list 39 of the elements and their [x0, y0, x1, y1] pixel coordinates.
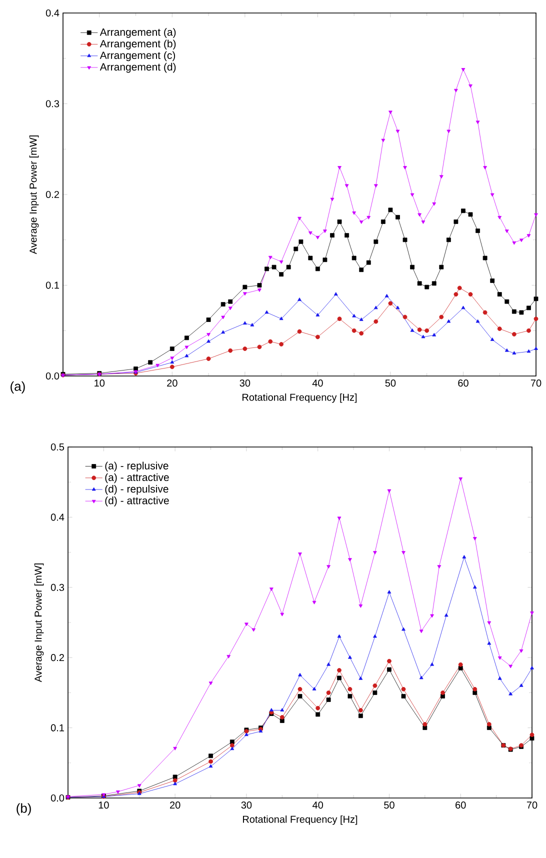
text: (b) [16, 803, 31, 816]
x-tick-label: 70 [530, 380, 542, 387]
legend-label: Arrangement (b) [100, 40, 176, 50]
y-tick-label: 0.0 [50, 794, 64, 802]
legend-label: (a) - replusive [105, 462, 168, 472]
y-tick-label: 0.2 [46, 190, 59, 198]
x-tick-label: 60 [458, 380, 468, 387]
y-tick-label: 0.4 [46, 9, 60, 17]
x-tick-label: 30 [241, 802, 252, 809]
x-tick-label: 60 [456, 802, 466, 809]
x-tick-label: 10 [94, 380, 105, 387]
y-tick-label: 0.1 [50, 724, 64, 732]
y-tick-label: 0.0 [46, 372, 60, 380]
x-axis-title: Rotational Frequency [Hz] [242, 393, 357, 403]
x-tick-label: 50 [385, 380, 396, 387]
x-tick-label: 30 [240, 380, 250, 387]
x-tick-label: 50 [384, 802, 394, 809]
y-tick-label: 0.3 [46, 100, 60, 108]
legend-label: (d) - repulsive [105, 484, 168, 495]
x-tick-label: 40 [312, 802, 324, 809]
y-axis-title: Average Input Power [mW] [34, 564, 44, 682]
x-tick-label: 20 [170, 802, 180, 809]
y-tick-label: 0.1 [46, 282, 59, 289]
legend-label: (a) - attractive [105, 473, 169, 484]
legend-label: (d) - attractive [105, 496, 169, 506]
y-tick-label: 0.4 [50, 514, 64, 521]
x-tick-label: 40 [312, 380, 323, 387]
x-axis-title: Rotational Frequency [Hz] [243, 815, 358, 825]
y-tick-label: 0.3 [50, 584, 64, 591]
x-tick-label: 70 [526, 802, 538, 809]
text: (a) [10, 381, 25, 394]
y-tick-label: 0.2 [50, 654, 64, 662]
y-tick-label: 0.5 [50, 443, 64, 451]
x-tick-label: 10 [98, 802, 109, 809]
x-tick-label: 20 [167, 380, 178, 387]
legend-label: Arrangement (c) [100, 51, 176, 62]
legend-label: Arrangement (a) [100, 28, 176, 38]
legend-label: Arrangement (d) [100, 62, 176, 73]
y-axis-title: Average Input Power [mW] [29, 136, 39, 254]
